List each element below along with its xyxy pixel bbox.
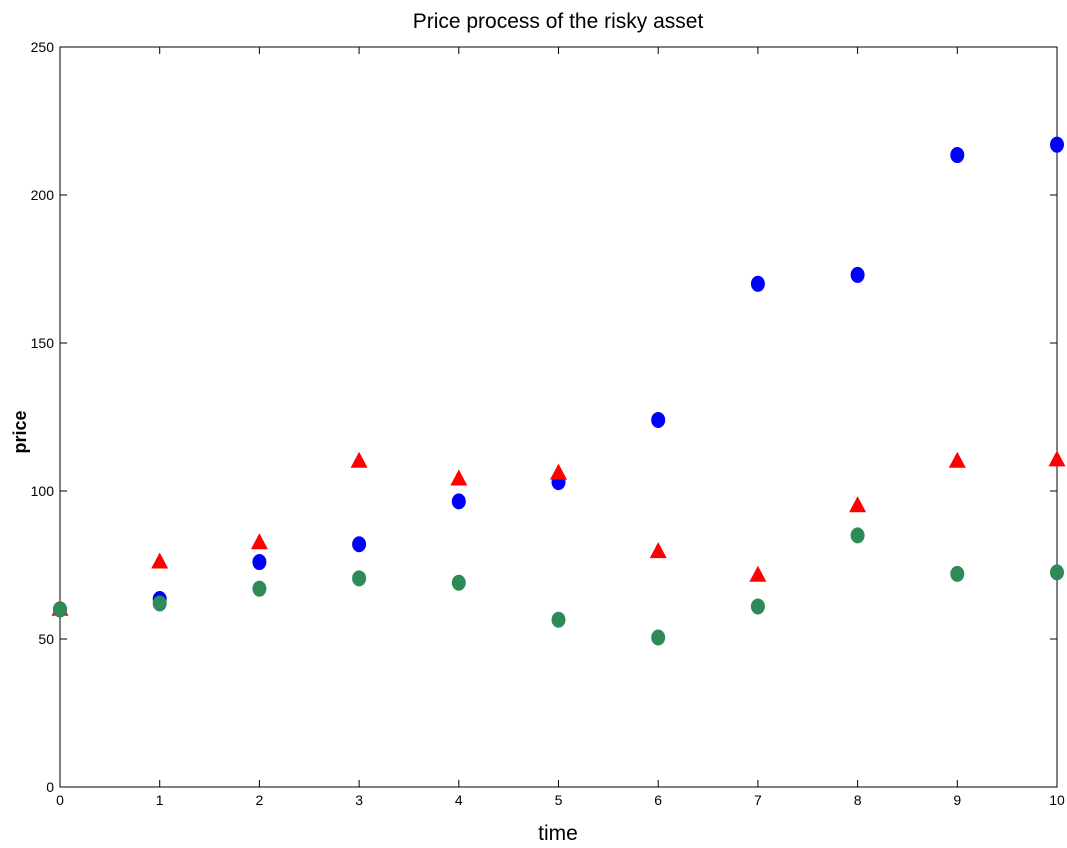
y-tick-label: 0 (46, 779, 54, 795)
y-tick-label: 150 (31, 335, 55, 351)
circle-marker (950, 565, 965, 582)
x-tick-label: 9 (953, 792, 961, 808)
circle-marker (551, 611, 566, 628)
x-tick-label: 1 (156, 792, 164, 808)
circle-marker (750, 275, 765, 292)
circle-marker (1050, 564, 1064, 581)
triangle-marker (151, 552, 169, 569)
data-marks (51, 136, 1066, 646)
x-tick-label: 0 (56, 792, 64, 808)
circle-marker (451, 493, 466, 510)
triangle-marker (948, 451, 966, 468)
circle-marker (750, 598, 765, 615)
chart-title: Price process of the risky asset (413, 10, 704, 33)
x-axis-label: time (538, 822, 578, 845)
y-tick-label: 200 (31, 187, 55, 203)
plot-area (59, 46, 1058, 788)
circle-marker (252, 554, 267, 571)
circle-marker (352, 536, 367, 553)
circle-marker (252, 580, 267, 597)
triangle-marker (849, 496, 867, 513)
x-tick-label: 2 (256, 792, 264, 808)
x-tick-label: 8 (854, 792, 862, 808)
triangle-marker (350, 451, 368, 468)
circle-marker (152, 595, 167, 612)
triangle-marker (749, 565, 767, 582)
circle-marker (651, 411, 666, 428)
y-axis-label: price (10, 410, 30, 453)
circle-marker (352, 570, 367, 587)
circle-marker (850, 266, 865, 283)
x-tick-label: 4 (455, 792, 463, 808)
x-tick-label: 10 (1049, 792, 1065, 808)
triangle-marker (450, 469, 468, 486)
y-tick-label: 250 (31, 39, 55, 55)
x-tick-label: 6 (654, 792, 662, 808)
triangle-marker (1048, 450, 1066, 467)
x-tick-label: 5 (555, 792, 563, 808)
triangle-marker (250, 533, 268, 550)
circle-marker (53, 601, 67, 618)
triangle-marker (550, 463, 567, 480)
x-tick-label: 7 (754, 792, 762, 808)
circle-marker (950, 147, 965, 164)
circle-marker (451, 574, 466, 591)
y-tick-label: 50 (38, 631, 54, 647)
circle-marker (651, 629, 666, 646)
x-tick-label: 3 (355, 792, 363, 808)
triangle-marker (649, 542, 667, 559)
circle-marker (1050, 136, 1064, 153)
circle-marker (850, 527, 865, 544)
y-tick-label: 100 (31, 483, 55, 499)
